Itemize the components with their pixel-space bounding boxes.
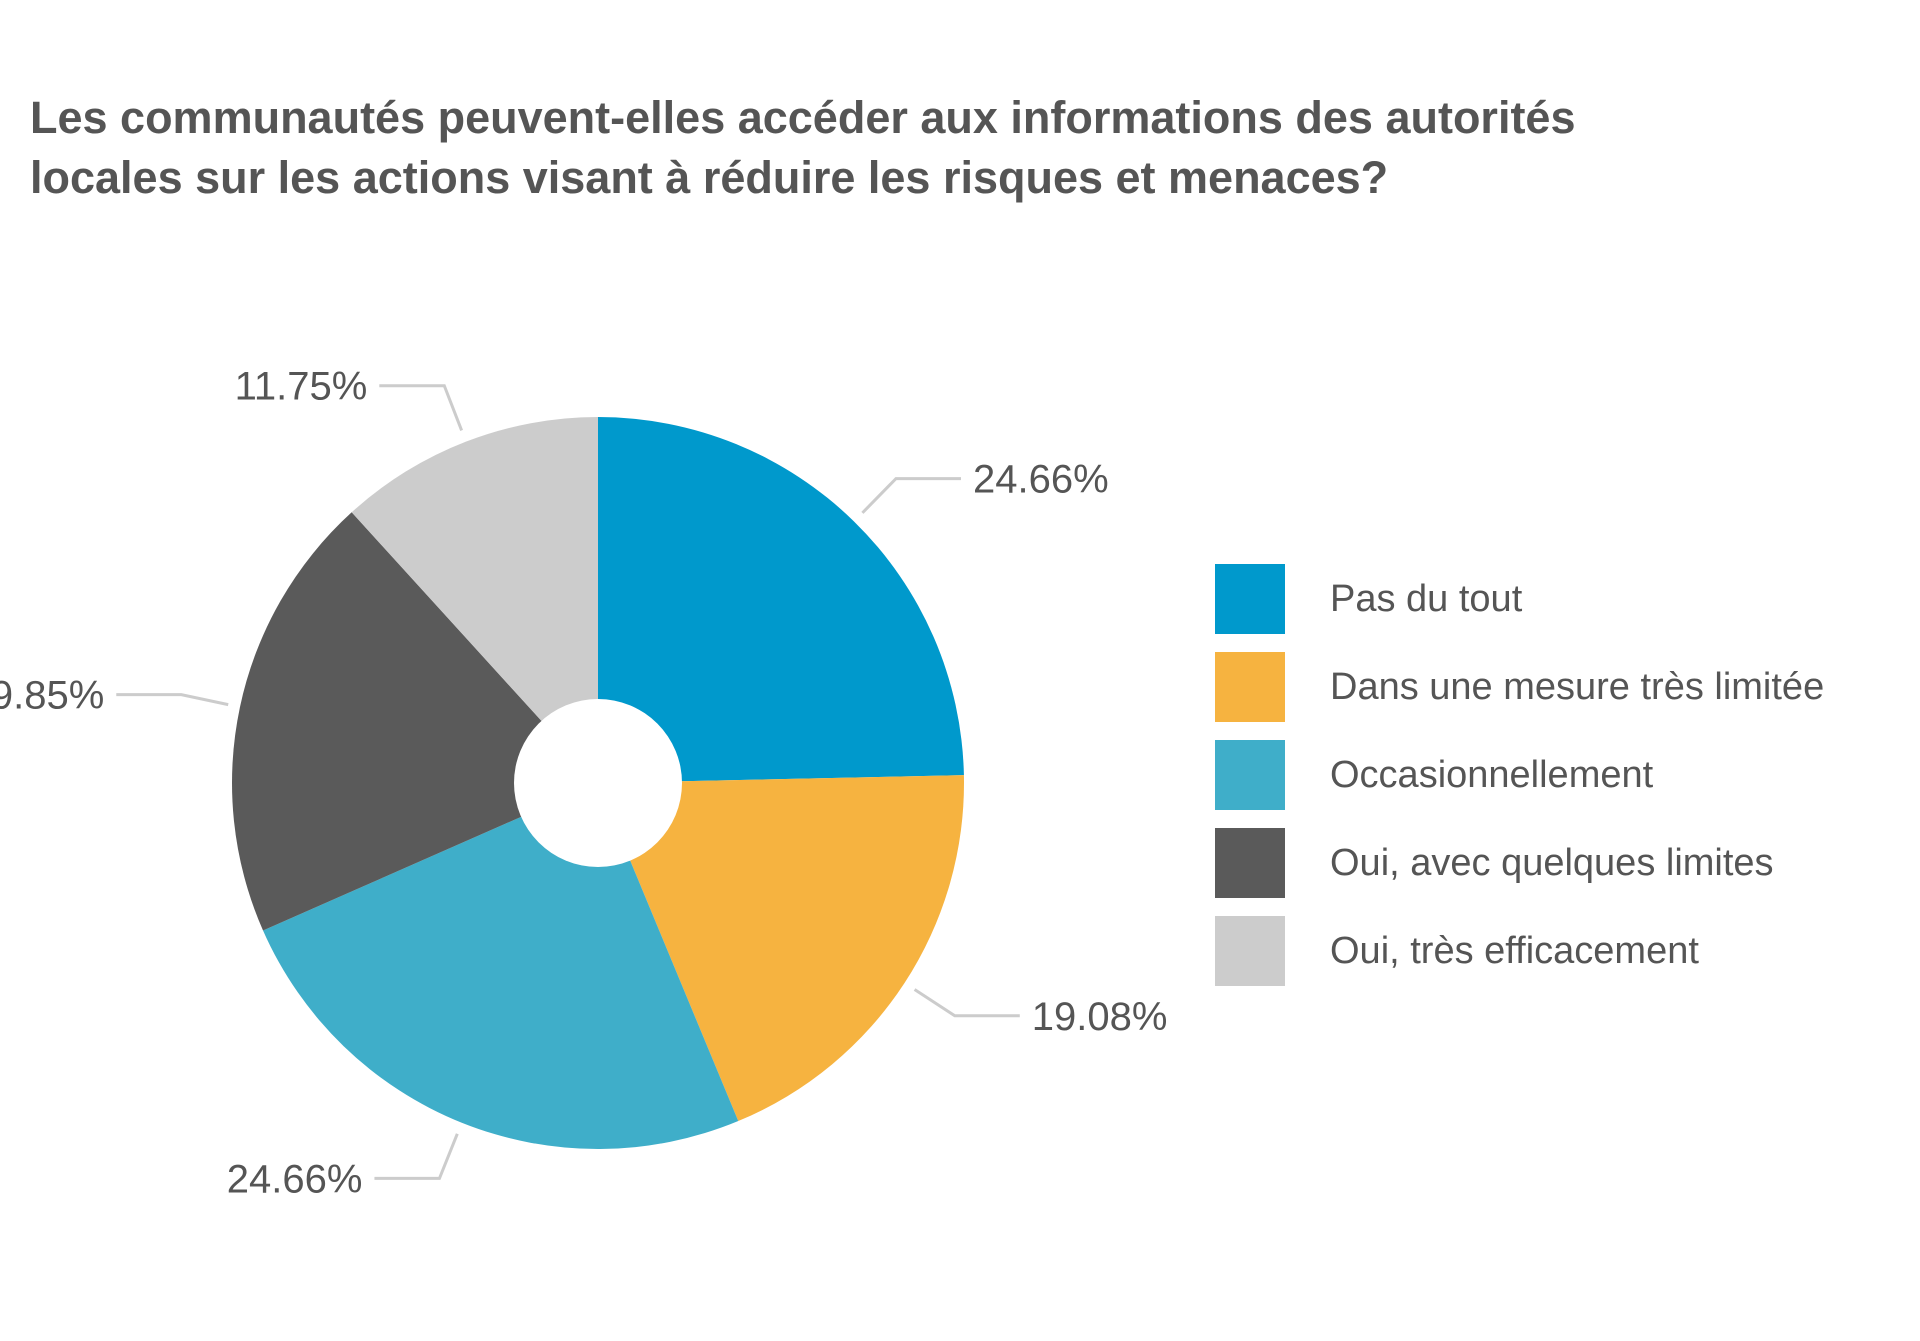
- chart-legend: Pas du tout Dans une mesure très limitée…: [1215, 564, 1824, 1004]
- legend-label: Dans une mesure très limitée: [1330, 665, 1825, 708]
- legend-label: Occasionnellement: [1330, 753, 1654, 796]
- legend-label: Pas du tout: [1330, 577, 1523, 620]
- chart-title-line-1: Les communautés peuvent-elles accéder au…: [30, 92, 1576, 143]
- legend-item-pas-du-tout: Pas du tout: [1215, 564, 1824, 634]
- legend-swatch: [1215, 740, 1285, 810]
- legend-label: Oui, très efficacement: [1330, 929, 1699, 972]
- data-label-0: 24.66%: [973, 458, 1109, 502]
- legend-item-oui-tres-efficacement: Oui, très efficacement: [1215, 916, 1824, 986]
- chart-title-line-2: locales sur les actions visant à réduire…: [30, 152, 1389, 203]
- legend-label: Oui, avec quelques limites: [1330, 841, 1774, 884]
- pie-slice-4: [351, 417, 598, 783]
- leader-line-3: [116, 693, 229, 707]
- legend-item-dans-une-mesure-tres-limitee: Dans une mesure très limitée: [1215, 652, 1824, 722]
- leader-line-0: [861, 477, 961, 514]
- legend-swatch: [1215, 828, 1285, 898]
- data-label-2: 24.66%: [227, 1157, 363, 1201]
- legend-item-oui-avec-quelques-limites: Oui, avec quelques limites: [1215, 828, 1824, 898]
- pie-slice-0: [598, 417, 964, 783]
- legend-item-occasionnellement: Occasionnellement: [1215, 740, 1824, 810]
- legend-swatch: [1215, 916, 1285, 986]
- pie-slice-3: [231, 512, 598, 931]
- pie-slice-1: [598, 775, 965, 1122]
- legend-swatch: [1215, 564, 1285, 634]
- data-label-4: 11.75%: [235, 365, 368, 409]
- leader-line-4: [379, 384, 464, 432]
- legend-swatch: [1215, 652, 1285, 722]
- leader-line-1: [913, 988, 1020, 1018]
- pie-slice-2: [263, 783, 739, 1150]
- donut-hole: [514, 699, 682, 867]
- leader-line-2: [374, 1133, 459, 1180]
- data-label-3: 19.85%: [0, 674, 104, 718]
- data-label-1: 19.08%: [1032, 995, 1168, 1039]
- chart-title: Les communautés peuvent-elles accéder au…: [30, 88, 1890, 208]
